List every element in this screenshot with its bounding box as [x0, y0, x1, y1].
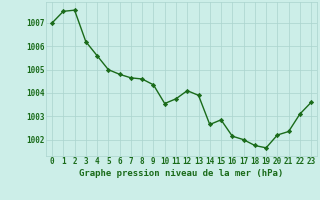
X-axis label: Graphe pression niveau de la mer (hPa): Graphe pression niveau de la mer (hPa) — [79, 169, 284, 178]
